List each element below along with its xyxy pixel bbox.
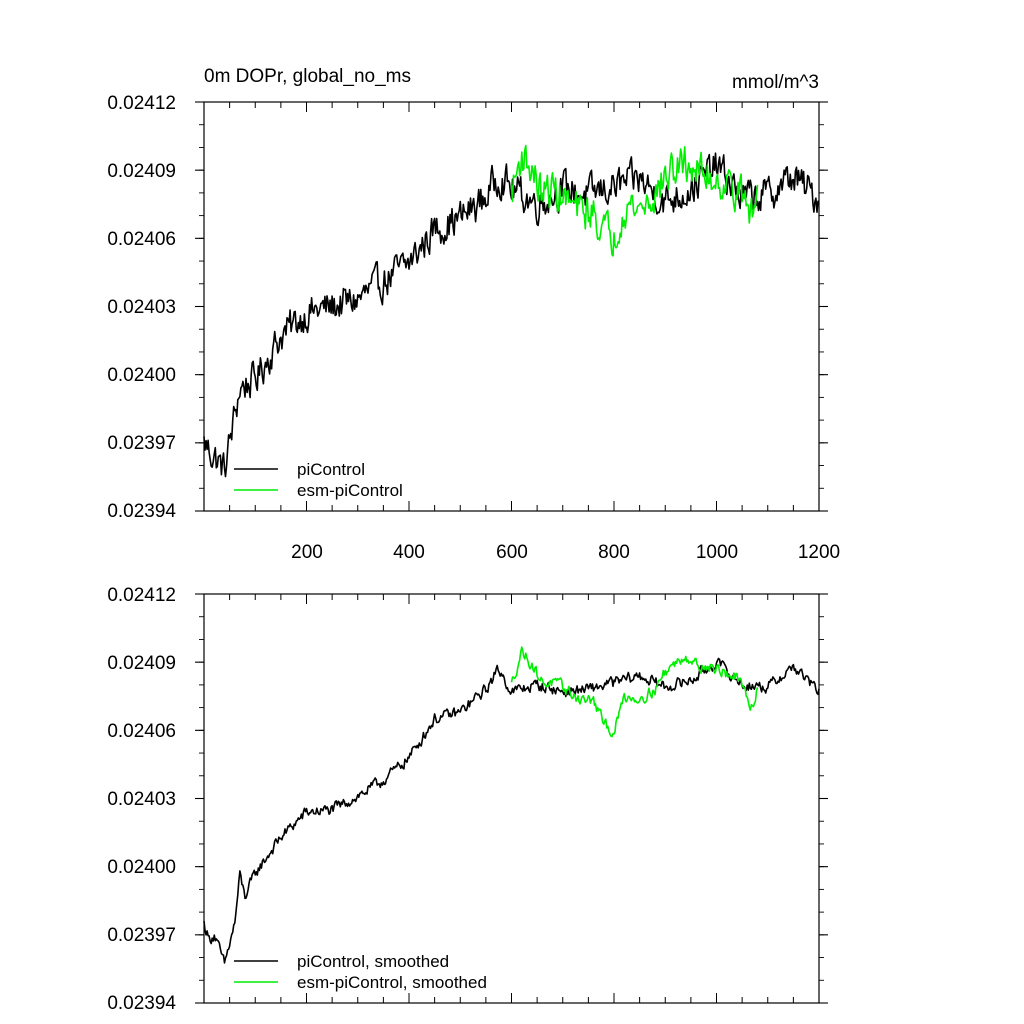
panel-top: 0m DOPr, global_no_ms mmol/m^3 0.02394 0… [107,66,840,563]
x-tick-labels: 200 400 600 800 1000 1200 [291,542,840,563]
y-tick-label: 0.02394 [107,501,176,522]
y-tick-labels-top: 0.02394 0.02397 0.02400 0.02403 0.02406 … [107,93,176,522]
minor-ticks-top [199,101,824,512]
panel-bottom: 0.02394 0.02397 0.02400 0.02403 0.02406 … [107,585,828,1014]
legend-label-picontrol-smoothed: piControl, smoothed [297,952,449,971]
y-tick-label: 0.02394 [107,993,176,1014]
x-tick-label: 800 [598,542,630,563]
x-tick-label: 400 [393,542,425,563]
y-tick-label: 0.02409 [107,161,176,182]
x-tick-label: 1200 [798,542,840,563]
series-line-esm-picontrol [510,144,759,257]
plot-frame-top [203,101,820,512]
y-tick-label: 0.02403 [107,297,176,318]
series-group-bottom [203,646,820,964]
y-tick-label: 0.02412 [107,93,176,114]
y-tick-labels-bottom: 0.02394 0.02397 0.02400 0.02403 0.02406 … [107,585,176,1014]
y-tick-label: 0.02406 [107,721,176,742]
chart-title: 0m DOPr, global_no_ms [204,66,411,87]
major-ticks-bottom [195,593,828,1004]
plot-frame-bottom [203,593,820,1004]
y-tick-label: 0.02409 [107,653,176,674]
y-tick-label: 0.02412 [107,585,176,606]
x-tick-label: 200 [291,542,323,563]
y-tick-label: 0.02400 [107,857,176,878]
legend-label-picontrol: piControl [297,460,365,479]
y-tick-label: 0.02397 [107,925,176,946]
legend-label-esm-picontrol-smoothed: esm-piControl, smoothed [297,973,487,992]
y-tick-label: 0.02397 [107,433,176,454]
y-tick-label: 0.02406 [107,229,176,250]
y-tick-label: 0.02400 [107,365,176,386]
legend-top: piControl esm-piControl [234,460,403,500]
legend-bottom: piControl, smoothed esm-piControl, smoot… [234,952,487,992]
y-tick-label: 0.02403 [107,789,176,810]
series-group-top [203,144,820,478]
units-label: mmol/m^3 [732,72,819,93]
minor-ticks-bottom [199,593,824,1004]
series-line-picontrol-smoothed [203,657,820,964]
major-ticks-top [195,101,828,512]
series-line-picontrol [203,152,820,478]
x-tick-label: 600 [496,542,528,563]
legend-label-esm-picontrol: esm-piControl [297,481,403,500]
x-tick-label: 1000 [696,542,738,563]
series-line-esm-picontrol-smoothed [510,646,759,738]
